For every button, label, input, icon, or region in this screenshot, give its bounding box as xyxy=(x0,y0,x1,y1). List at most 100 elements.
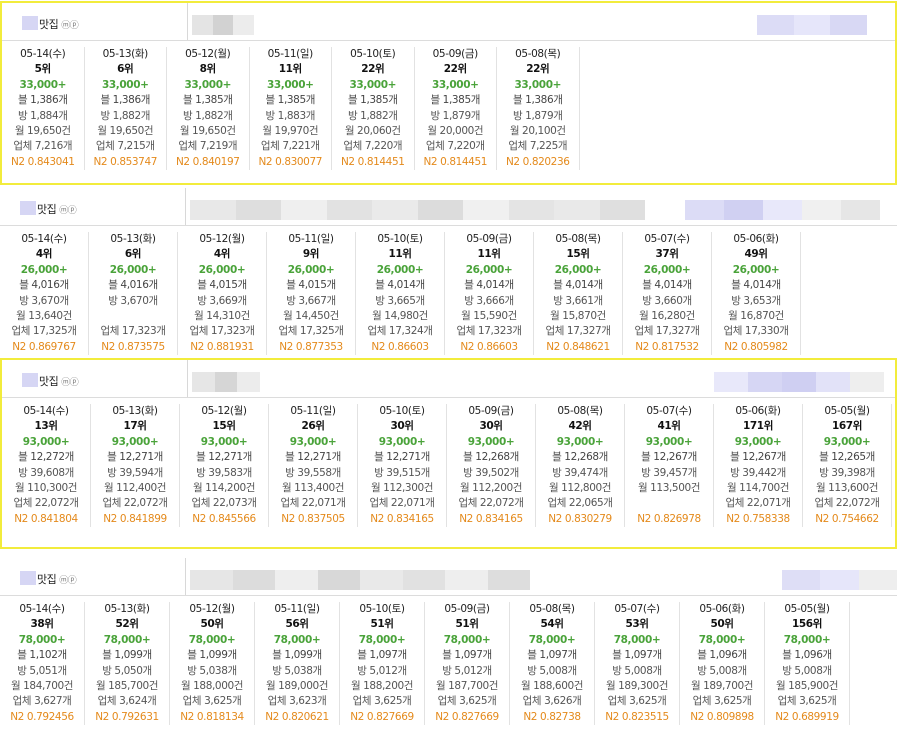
day-price: 26,000+ xyxy=(554,263,602,276)
day-date: 05-11(일) xyxy=(288,233,334,245)
day-column: 05-08(목) 15위 26,000+ 블 4,014개 방 3,661개 월 15,8… xyxy=(534,232,623,356)
day-blog: 블 1,097개 xyxy=(357,649,407,662)
day-rank: 171위 xyxy=(743,420,773,433)
day-blog: 블 4,015개 xyxy=(197,279,247,292)
day-price: 78,000+ xyxy=(783,633,831,646)
day-upche: 업체 22,071개 xyxy=(725,497,791,510)
keyword-block: 맛집 ⓜⓟ 05-14(수) 4위 26,000+ 블 4,016개 방 3,670개 월 1… xyxy=(0,188,897,358)
day-month: 월 14,980건 xyxy=(372,310,428,323)
day-n2: N2 0.837505 xyxy=(281,512,345,525)
keyword-title[interactable]: 맛집 ⓜⓟ xyxy=(22,16,79,32)
day-month: 월 19,650건 xyxy=(179,125,236,138)
day-month: 월 188,200건 xyxy=(350,680,414,693)
day-n2: N2 0.814451 xyxy=(340,155,405,168)
day-month: 월 185,700건 xyxy=(95,680,159,693)
day-month: 월 112,300건 xyxy=(370,482,434,495)
day-blog: 블 4,014개 xyxy=(642,279,692,292)
day-date: 05-06(화) xyxy=(699,603,745,615)
day-column: 05-14(수) 38위 78,000+ 블 1,102개 방 5,051개 월 184,… xyxy=(0,602,85,726)
day-date: 05-13(화) xyxy=(102,48,149,60)
day-rank: 22위 xyxy=(526,63,550,76)
day-price: 78,000+ xyxy=(188,633,236,646)
mp-badge-icon: ⓜⓟ xyxy=(61,378,79,388)
day-date: 05-05(월) xyxy=(784,603,830,615)
day-column: 05-11(일) 56위 78,000+ 블 1,099개 방 5,038개 월 189,… xyxy=(255,602,340,726)
day-price: 78,000+ xyxy=(273,633,321,646)
day-bang: 방 1,884개 xyxy=(17,109,68,122)
day-blog: 블 4,014개 xyxy=(375,279,425,292)
day-date: 05-13(화) xyxy=(110,233,156,245)
day-price: 78,000+ xyxy=(103,633,151,646)
day-upche: 업체 17,325개 xyxy=(278,325,344,338)
day-bang: 방 5,008개 xyxy=(782,664,832,677)
keyword-title[interactable]: 맛집 ⓜⓟ xyxy=(22,373,79,389)
day-bang: 방 1,879개 xyxy=(430,109,481,122)
day-bang: 방 3,666개 xyxy=(464,294,514,307)
day-price: 33,000+ xyxy=(19,78,67,91)
day-column: 05-07(수) 41위 93,000+ 블 12,267개 방 39,457개 월 11… xyxy=(625,404,714,528)
daily-columns: 05-14(수) 38위 78,000+ 블 1,102개 방 5,051개 월 184,… xyxy=(0,596,897,726)
day-bang: 방 5,012개 xyxy=(442,664,492,677)
day-price: 26,000+ xyxy=(732,263,780,276)
day-month: 월 114,700건 xyxy=(726,482,790,495)
day-price: 93,000+ xyxy=(556,435,604,448)
day-price: 93,000+ xyxy=(289,435,337,448)
day-blog: 블 12,265개 xyxy=(819,451,875,464)
day-date: 05-14(수) xyxy=(21,233,67,245)
day-column: 05-08(목) 54위 78,000+ 블 1,097개 방 5,008개 월 188,… xyxy=(510,602,595,726)
day-rank: 156위 xyxy=(792,618,822,631)
day-bang: 방 3,670개 xyxy=(19,294,69,307)
day-price: 26,000+ xyxy=(20,263,68,276)
day-n2: N2 0.805982 xyxy=(724,340,788,353)
day-n2: N2 0.820621 xyxy=(265,710,329,723)
day-n2: N2 0.86603 xyxy=(460,340,518,353)
day-column: 05-06(화) 49위 26,000+ 블 4,014개 방 3,653개 월 16,8… xyxy=(712,232,801,356)
day-n2: N2 0.843041 xyxy=(10,155,75,168)
day-column: 05-11(일) 11위 33,000+ 블 1,385개 방 1,883개 월 19,9… xyxy=(250,47,332,171)
day-date: 05-11(일) xyxy=(267,48,314,60)
day-n2: N2 0.86603 xyxy=(371,340,429,353)
day-date: 05-08(목) xyxy=(555,233,601,245)
day-column: 05-09(금) 22위 33,000+ 블 1,385개 방 1,879개 월 20,0… xyxy=(415,47,497,171)
day-month: 월 114,200건 xyxy=(192,482,256,495)
day-rank: 8위 xyxy=(199,63,217,76)
keyword-block: 맛집 ⓜⓟ 05-14(수) 38위 78,000+ 블 1,102개 방 5,051개 월 … xyxy=(0,558,897,735)
day-column: 05-14(수) 13위 93,000+ 블 12,272개 방 39,608개 월 11… xyxy=(2,404,91,528)
blurred-mosaic xyxy=(190,570,530,590)
header-divider xyxy=(185,188,186,225)
day-date: 05-07(수) xyxy=(646,405,692,417)
day-rank: 53위 xyxy=(625,618,649,631)
day-month: 월 16,280건 xyxy=(639,310,695,323)
day-upche: 업체 3,625개 xyxy=(777,695,837,708)
blurred-mosaic xyxy=(192,15,254,35)
day-bang: 방 5,050개 xyxy=(102,664,152,677)
day-bang: 방 1,883개 xyxy=(265,109,316,122)
day-column: 05-12(월) 50위 78,000+ 블 1,099개 방 5,038개 월 188,… xyxy=(170,602,255,726)
day-rank: 6위 xyxy=(124,248,142,261)
keyword-title[interactable]: 맛집 ⓜⓟ xyxy=(20,571,77,587)
day-column: 05-14(수) 5위 33,000+ 블 1,386개 방 1,884개 월 19,65… xyxy=(2,47,85,171)
day-bang: 방 39,608개 xyxy=(18,466,74,479)
day-upche: 업체 22,073개 xyxy=(191,497,257,510)
day-n2: N2 0.869767 xyxy=(12,340,76,353)
keyword-title[interactable]: 맛집 ⓜⓟ xyxy=(20,201,77,217)
day-month: 월 113,500건 xyxy=(637,482,701,495)
day-rank: 42위 xyxy=(568,420,592,433)
day-n2: N2 0.809898 xyxy=(690,710,754,723)
day-upche: 업체 3,625개 xyxy=(692,695,752,708)
day-rank: 26위 xyxy=(301,420,325,433)
day-upche: 업체 3,624개 xyxy=(97,695,157,708)
day-date: 05-08(목) xyxy=(515,48,561,60)
day-column: 05-08(목) 42위 93,000+ 블 12,268개 방 39,474개 월 11… xyxy=(536,404,625,528)
keyword-header: 맛집 ⓜⓟ xyxy=(2,3,895,41)
keyword-header: 맛집 ⓜⓟ xyxy=(0,558,897,596)
day-rank: 13위 xyxy=(34,420,58,433)
day-bang: 방 3,667개 xyxy=(286,294,336,307)
day-upche: 업체 3,625개 xyxy=(437,695,497,708)
blurred-mosaic xyxy=(714,372,884,392)
day-price: 26,000+ xyxy=(198,263,246,276)
day-blog: 블 4,016개 xyxy=(108,279,158,292)
day-bang: 방 3,661개 xyxy=(553,294,603,307)
day-column: 05-09(금) 30위 93,000+ 블 12,268개 방 39,502개 월 11… xyxy=(447,404,536,528)
day-blog: 블 1,386개 xyxy=(512,94,563,107)
